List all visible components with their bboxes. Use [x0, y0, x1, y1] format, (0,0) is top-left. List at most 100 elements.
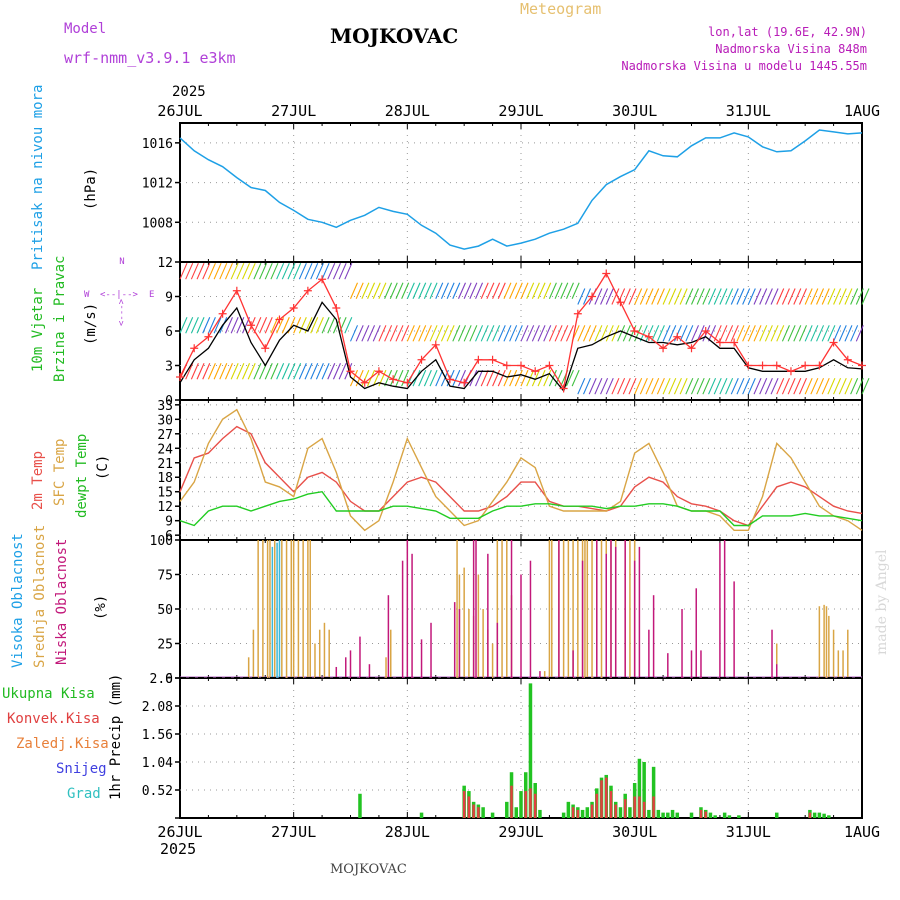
precip-conv-bar: [590, 804, 594, 818]
wind-barb: [600, 377, 609, 395]
wind-barb: [639, 288, 648, 305]
wind-barb: [372, 325, 381, 342]
wind-barb: [770, 325, 779, 342]
precip-frozen-label: Zaledj.Kisa: [16, 736, 109, 752]
wind-barb: [690, 325, 700, 342]
wind-barb: [418, 369, 427, 387]
wind-barb: [475, 282, 484, 299]
wind-barb: [571, 282, 580, 299]
wind-barb: [668, 288, 677, 305]
wind-barb: [264, 363, 273, 380]
wind-barb: [435, 325, 444, 342]
wind-barb: [662, 325, 671, 342]
wind-barb: [827, 325, 836, 342]
wind-barb: [230, 317, 239, 334]
wind-barb: [787, 288, 796, 305]
wind-barb: [463, 325, 472, 342]
day-label-top: 28JUL: [385, 102, 430, 120]
precip-conv-bar: [595, 793, 599, 818]
wind-barb: [344, 262, 353, 280]
precip-total-bar: [812, 812, 817, 818]
wind-max-marker: [701, 327, 710, 335]
wind-barb: [702, 288, 711, 305]
wind-barb: [583, 325, 592, 342]
compass-w: W: [84, 290, 90, 300]
wind-barb: [679, 288, 688, 305]
y-tick-label: 18: [157, 471, 173, 486]
wind-barb: [321, 363, 330, 380]
wind-max-marker: [630, 327, 639, 335]
wind-barb: [656, 377, 665, 395]
wind-max-marker: [332, 304, 341, 312]
wind-barb: [798, 325, 807, 342]
wind-barb: [361, 325, 370, 342]
wind-barb: [219, 363, 228, 380]
year-bottom: 2025: [160, 840, 197, 858]
wind-barb: [372, 282, 381, 299]
precip-total-bar: [642, 762, 646, 818]
wind-barb: [315, 317, 324, 334]
wind-barb: [412, 325, 421, 342]
panel-sea-level-pressure: 1008 1012 1016: [142, 122, 863, 263]
wind-barb: [202, 363, 211, 380]
wind-barb: [708, 288, 717, 305]
wind-max-marker: [730, 338, 739, 347]
wind-barb: [520, 282, 529, 299]
wind-barb: [196, 262, 205, 280]
wind-max-marker: [559, 384, 568, 393]
wind-barb: [492, 282, 501, 299]
wind-barb: [583, 288, 592, 305]
wind-barb: [548, 325, 557, 342]
wind-barb: [628, 377, 637, 395]
wind-barb: [651, 288, 660, 305]
wind-barb: [259, 317, 268, 334]
precip-total-bar: [822, 813, 826, 818]
precip-total-bar: [727, 815, 732, 818]
wind-barb: [281, 262, 290, 280]
wind-max-marker: [573, 309, 582, 318]
wind-barb: [628, 288, 637, 305]
wind-max-marker: [829, 338, 838, 347]
wind-barb: [605, 325, 614, 342]
day-label-top: 29JUL: [498, 102, 543, 120]
precip-conv-bar: [524, 791, 527, 818]
wind-barb: [327, 363, 336, 380]
wind-barb: [463, 282, 472, 299]
wind-barb: [486, 369, 495, 387]
wind-barb: [719, 325, 728, 342]
wind-barb: [315, 262, 324, 280]
wind-barb: [526, 325, 535, 342]
precip-conv-bar: [609, 791, 613, 818]
wind-barb: [804, 377, 813, 395]
year-top: 2025: [172, 84, 206, 100]
wind-barb: [690, 377, 700, 395]
precip-conv-bar: [614, 804, 617, 818]
precip-total-bar: [481, 807, 485, 818]
wind-barb: [384, 282, 393, 299]
precip-total-bar: [419, 812, 424, 818]
y-tick-label: 1.56: [142, 728, 173, 743]
wind-barb: [719, 377, 728, 395]
wind-barb: [287, 262, 296, 280]
wind-barb: [634, 288, 643, 305]
wind-barb: [384, 369, 393, 387]
y-tick-label: 75: [157, 569, 173, 584]
day-label-bottom: 29JUL: [498, 823, 543, 841]
wind-barb: [787, 325, 796, 342]
wind-barb: [185, 262, 194, 280]
wind-max-marker: [644, 332, 653, 341]
wind-barb: [725, 377, 734, 395]
wind-barb: [645, 288, 654, 305]
wind-barb: [611, 377, 620, 395]
precip-conv-bar: [652, 796, 655, 818]
day-label-bottom: 30JUL: [612, 823, 657, 841]
wind-barb: [213, 262, 222, 280]
wind-barb: [850, 288, 859, 305]
wind-barb: [179, 262, 188, 280]
wind-max-marker: [687, 344, 696, 353]
wind-max-marker: [801, 361, 810, 370]
precip-total-bar: [656, 809, 661, 818]
wind-barb: [304, 363, 313, 380]
wind-barb: [389, 282, 398, 299]
wind-barb: [764, 288, 773, 305]
